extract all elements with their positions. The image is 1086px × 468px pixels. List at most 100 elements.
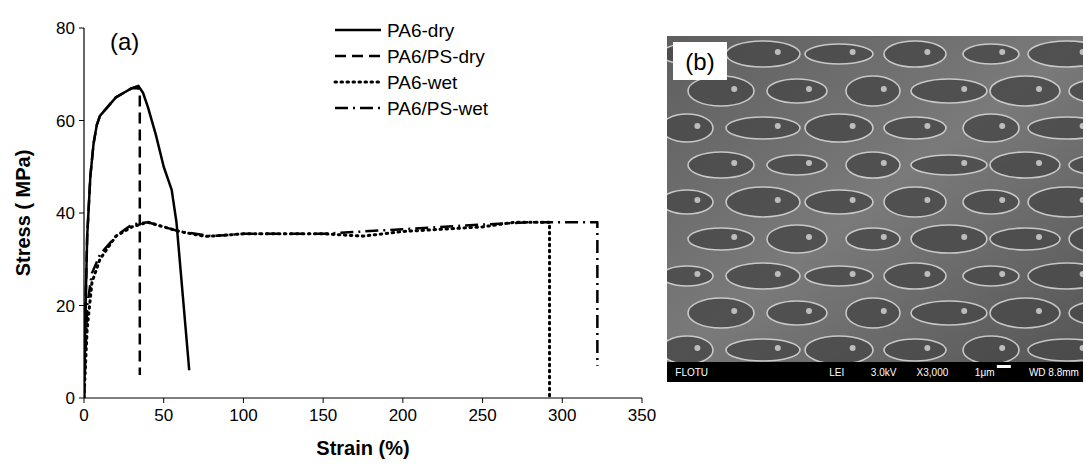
sem-dimple: [667, 336, 713, 362]
sem-dimple: [846, 228, 900, 250]
sem-dimple: [726, 263, 800, 289]
sem-particle: [1036, 308, 1042, 314]
x-tick-label: 0: [79, 406, 88, 425]
sem-dimple: [1028, 263, 1083, 289]
panel-label: (b): [685, 48, 714, 75]
sem-dimple: [805, 336, 873, 362]
sem-particle: [999, 271, 1005, 277]
x-tick-label: 350: [628, 406, 656, 425]
x-tick: [562, 398, 563, 403]
x-tick-label: 200: [389, 406, 417, 425]
sem-particle: [731, 308, 737, 314]
sem-dimple: [884, 187, 946, 217]
sem-particle: [731, 234, 737, 240]
info-bar: [667, 362, 1083, 382]
sem-particle: [850, 345, 856, 351]
sem-dimple: [805, 266, 873, 286]
sem-particle: [806, 86, 812, 92]
sem-particle: [881, 308, 887, 314]
sem-particle: [961, 160, 967, 166]
sem-particle: [694, 345, 700, 351]
x-axis-line: [84, 397, 642, 398]
sem-dimple: [990, 76, 1060, 106]
legend-label: PA6-wet: [387, 72, 458, 93]
info-text: 1μm: [975, 367, 995, 378]
info-text: X3,000: [917, 367, 949, 378]
sem-dimple: [667, 266, 713, 286]
sem-particle: [961, 234, 967, 240]
sem-particle: [1036, 160, 1042, 166]
panel-label-box: [673, 42, 727, 80]
y-tick-label: 60: [56, 112, 75, 131]
sem-dimple: [1028, 117, 1083, 139]
sem-dimple: [990, 152, 1060, 178]
sem-dimple: [767, 155, 827, 175]
sem-dimple: [726, 187, 800, 217]
sem-particle: [1036, 234, 1042, 240]
sem-particle: [1036, 86, 1042, 92]
sem-dimple: [1069, 225, 1083, 253]
sem-dimple: [963, 336, 1019, 362]
sem-particle: [1080, 197, 1083, 203]
sem-dimple: [667, 114, 713, 142]
sem-dimple: [767, 301, 827, 325]
sem-dimple: [667, 190, 713, 214]
sem-dimple: [911, 155, 987, 175]
sem-dimple: [726, 339, 800, 361]
sem-dimple: [846, 298, 900, 328]
sem-particle: [694, 197, 700, 203]
info-text: 3.0kV: [871, 367, 897, 378]
x-tick: [243, 398, 244, 403]
sem-particle: [850, 197, 856, 203]
series-line: [84, 88, 140, 398]
sem-particle: [694, 271, 700, 277]
x-tick: [642, 398, 643, 403]
sem-particle: [731, 160, 737, 166]
x-tick-label: 50: [154, 406, 173, 425]
sem-dimple: [963, 190, 1019, 214]
sem-particle: [1080, 49, 1083, 55]
sem-particle: [806, 234, 812, 240]
x-tick-label: 250: [468, 406, 496, 425]
x-tick: [482, 398, 483, 403]
info-text: LEI: [829, 367, 844, 378]
x-tick-label: 150: [309, 406, 337, 425]
info-text: WD 8.8mm: [1029, 367, 1079, 378]
sem-particle: [961, 308, 967, 314]
sem-dimple: [846, 76, 900, 106]
sem-particle: [806, 308, 812, 314]
scale-bar: [997, 365, 1011, 368]
sem-particle: [1080, 123, 1083, 129]
sem-particle: [806, 160, 812, 166]
sem-dimple: [1069, 79, 1083, 103]
sem-particle: [850, 271, 856, 277]
legend-swatch: [335, 107, 381, 110]
y-tick-label: 0: [66, 389, 75, 408]
sem-particle: [775, 345, 781, 351]
sem-dimple: [688, 298, 754, 328]
sem-dimple: [963, 114, 1019, 142]
sem-dimple: [726, 117, 800, 139]
sem-dimple: [911, 225, 987, 253]
y-tick: [79, 120, 84, 121]
x-tick-label: 100: [229, 406, 257, 425]
series-line: [84, 222, 550, 398]
plot-area: [84, 86, 597, 398]
sem-particle: [924, 271, 930, 277]
x-tick: [402, 398, 403, 403]
sem-dimple: [846, 152, 900, 178]
sem-dimple: [1028, 41, 1083, 67]
x-tick: [323, 398, 324, 403]
sem-particle: [999, 345, 1005, 351]
sem-particle: [924, 345, 930, 351]
y-tick-label: 20: [56, 297, 75, 316]
sem-dimple: [884, 41, 946, 67]
sem-dimple: [884, 263, 946, 289]
sem-particle: [924, 49, 930, 55]
info-text: FLOTU: [675, 367, 708, 378]
sem-dimple: [1028, 339, 1083, 361]
series-line: [84, 86, 189, 398]
sem-particle: [999, 123, 1005, 129]
y-tick: [79, 28, 84, 29]
sem-particle: [999, 197, 1005, 203]
